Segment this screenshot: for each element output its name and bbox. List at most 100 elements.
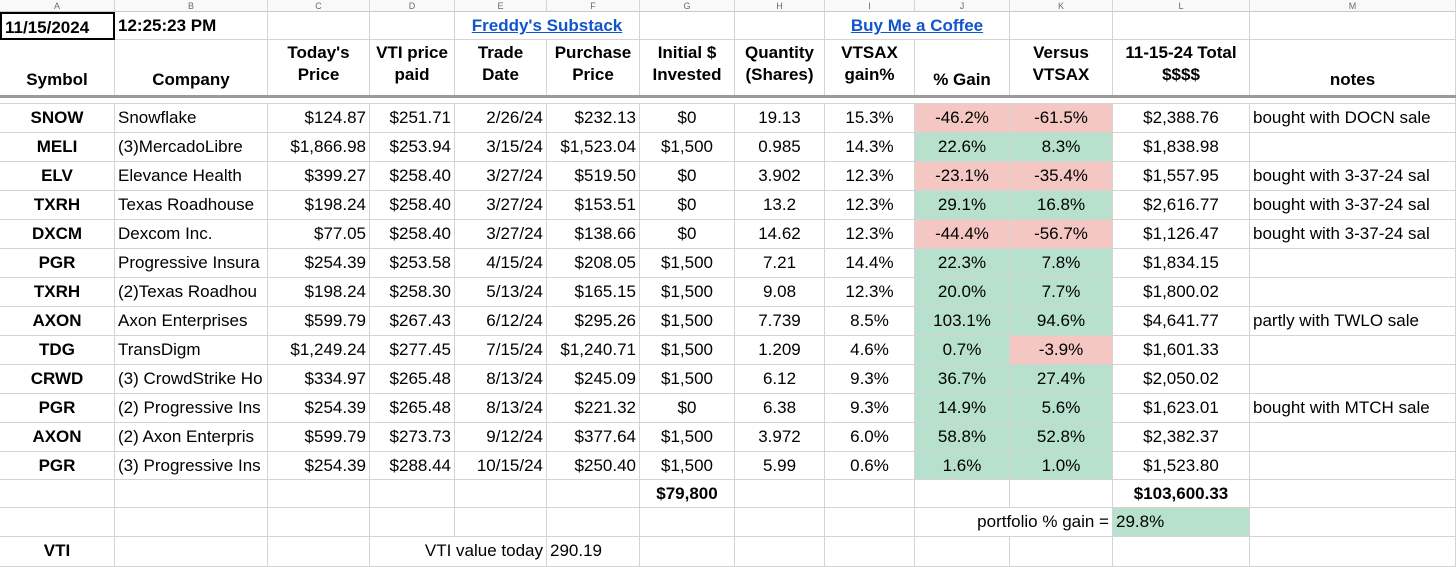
cell-notes[interactable] (1250, 249, 1456, 278)
cell-initial[interactable]: $1,500 (640, 133, 735, 162)
vti-value-today[interactable]: 290.19 (547, 537, 640, 567)
cell-total[interactable]: $1,601.33 (1113, 336, 1250, 365)
cell-date[interactable]: 3/27/24 (455, 162, 547, 191)
empty-cell[interactable] (547, 480, 640, 508)
column-header-m[interactable]: M (1250, 0, 1456, 12)
cell-purchase[interactable]: $519.50 (547, 162, 640, 191)
empty-cell[interactable] (915, 537, 1010, 567)
cell-vti[interactable]: $253.58 (370, 249, 455, 278)
header-purchase-price[interactable]: Purchase Price (547, 40, 640, 96)
cell-company[interactable]: (2) Progressive Ins (115, 394, 268, 423)
cell-date[interactable]: 2/26/24 (455, 104, 547, 133)
cell-vti[interactable]: $288.44 (370, 452, 455, 480)
cell-total[interactable]: $4,641.77 (1113, 307, 1250, 336)
freddys-substack-link[interactable]: Freddy's Substack (455, 12, 640, 40)
cell-vtsax[interactable]: 12.3% (825, 162, 915, 191)
cell-symbol[interactable]: TDG (0, 336, 115, 365)
cell-symbol[interactable]: AXON (0, 307, 115, 336)
empty-cell[interactable] (640, 537, 735, 567)
cell-company[interactable]: TransDigm (115, 336, 268, 365)
cell-notes[interactable]: partly with TWLO sale (1250, 307, 1456, 336)
cell-notes[interactable]: bought with 3-37-24 sal (1250, 191, 1456, 220)
cell-initial[interactable]: $1,500 (640, 452, 735, 480)
empty-cell[interactable] (735, 12, 825, 40)
cell-initial[interactable]: $1,500 (640, 249, 735, 278)
cell-vtsax[interactable]: 0.6% (825, 452, 915, 480)
column-header-f[interactable]: F (547, 0, 640, 12)
cell-price[interactable]: $254.39 (268, 249, 370, 278)
cell-purchase[interactable]: $153.51 (547, 191, 640, 220)
cell-purchase[interactable]: $138.66 (547, 220, 640, 249)
column-header-c[interactable]: C (268, 0, 370, 12)
column-header-j[interactable]: J (915, 0, 1010, 12)
cell-gain[interactable]: 14.9% (915, 394, 1010, 423)
empty-cell[interactable] (1113, 537, 1250, 567)
empty-cell[interactable] (1250, 480, 1456, 508)
empty-cell[interactable] (268, 12, 370, 40)
cell-notes[interactable] (1250, 452, 1456, 480)
cell-company[interactable]: Progressive Insura (115, 249, 268, 278)
empty-cell[interactable] (455, 508, 547, 537)
cell-versus[interactable]: 52.8% (1010, 423, 1113, 452)
header-quantity[interactable]: Quantity (Shares) (735, 40, 825, 96)
cell-company[interactable]: (3) Progressive Ins (115, 452, 268, 480)
cell-vtsax[interactable]: 14.3% (825, 133, 915, 162)
empty-cell[interactable] (0, 508, 115, 537)
cell-notes[interactable] (1250, 278, 1456, 307)
cell-initial[interactable]: $1,500 (640, 336, 735, 365)
buy-me-a-coffee-link[interactable]: Buy Me a Coffee (825, 12, 1010, 40)
cell-notes[interactable]: bought with 3-37-24 sal (1250, 220, 1456, 249)
cell-versus[interactable]: -61.5% (1010, 104, 1113, 133)
cell-initial[interactable]: $1,500 (640, 307, 735, 336)
header-initial[interactable]: Initial $ Invested (640, 40, 735, 96)
column-header-b[interactable]: B (115, 0, 268, 12)
cell-vti[interactable]: $273.73 (370, 423, 455, 452)
cell-vti[interactable]: $265.48 (370, 394, 455, 423)
cell-company[interactable]: Axon Enterprises (115, 307, 268, 336)
cell-qty[interactable]: 7.739 (735, 307, 825, 336)
cell-vti[interactable]: $258.40 (370, 220, 455, 249)
cell-date[interactable]: 8/13/24 (455, 394, 547, 423)
cell-versus[interactable]: 27.4% (1010, 365, 1113, 394)
cell-company[interactable]: (3)MercadoLibre (115, 133, 268, 162)
cell-qty[interactable]: 6.12 (735, 365, 825, 394)
cell-company[interactable]: (3) CrowdStrike Ho (115, 365, 268, 394)
cell-vtsax[interactable]: 6.0% (825, 423, 915, 452)
cell-notes[interactable]: bought with 3-37-24 sal (1250, 162, 1456, 191)
cell-date[interactable]: 6/12/24 (455, 307, 547, 336)
empty-cell[interactable] (115, 480, 268, 508)
header-pct-gain[interactable]: % Gain (915, 40, 1010, 96)
cell-gain[interactable]: -46.2% (915, 104, 1010, 133)
cell-symbol[interactable]: CRWD (0, 365, 115, 394)
empty-cell[interactable] (370, 480, 455, 508)
empty-cell[interactable] (115, 508, 268, 537)
initial-total[interactable]: $79,800 (640, 480, 735, 508)
header-notes[interactable]: notes (1250, 40, 1456, 96)
column-header-l[interactable]: L (1113, 0, 1250, 12)
cell-versus[interactable]: 16.8% (1010, 191, 1113, 220)
empty-cell[interactable] (268, 480, 370, 508)
empty-cell[interactable] (1250, 12, 1456, 40)
cell-qty[interactable]: 14.62 (735, 220, 825, 249)
cell-vti[interactable]: $265.48 (370, 365, 455, 394)
cell-qty[interactable]: 7.21 (735, 249, 825, 278)
column-header-a[interactable]: A (0, 0, 115, 12)
cell-gain[interactable]: -23.1% (915, 162, 1010, 191)
column-header-e[interactable]: E (455, 0, 547, 12)
cell-date[interactable]: 3/27/24 (455, 191, 547, 220)
cell-notes[interactable] (1250, 336, 1456, 365)
cell-total[interactable]: $1,834.15 (1113, 249, 1250, 278)
cell-symbol[interactable]: MELI (0, 133, 115, 162)
cell-qty[interactable]: 19.13 (735, 104, 825, 133)
cell-total[interactable]: $1,838.98 (1113, 133, 1250, 162)
cell-total[interactable]: $2,388.76 (1113, 104, 1250, 133)
cell-qty[interactable]: 6.38 (735, 394, 825, 423)
cell-qty[interactable]: 5.99 (735, 452, 825, 480)
cell-total[interactable]: $1,623.01 (1113, 394, 1250, 423)
cell-purchase[interactable]: $250.40 (547, 452, 640, 480)
cell-price[interactable]: $399.27 (268, 162, 370, 191)
cell-symbol[interactable]: TXRH (0, 191, 115, 220)
cell-versus[interactable]: 8.3% (1010, 133, 1113, 162)
empty-cell[interactable] (547, 508, 640, 537)
cell-vtsax[interactable]: 9.3% (825, 365, 915, 394)
